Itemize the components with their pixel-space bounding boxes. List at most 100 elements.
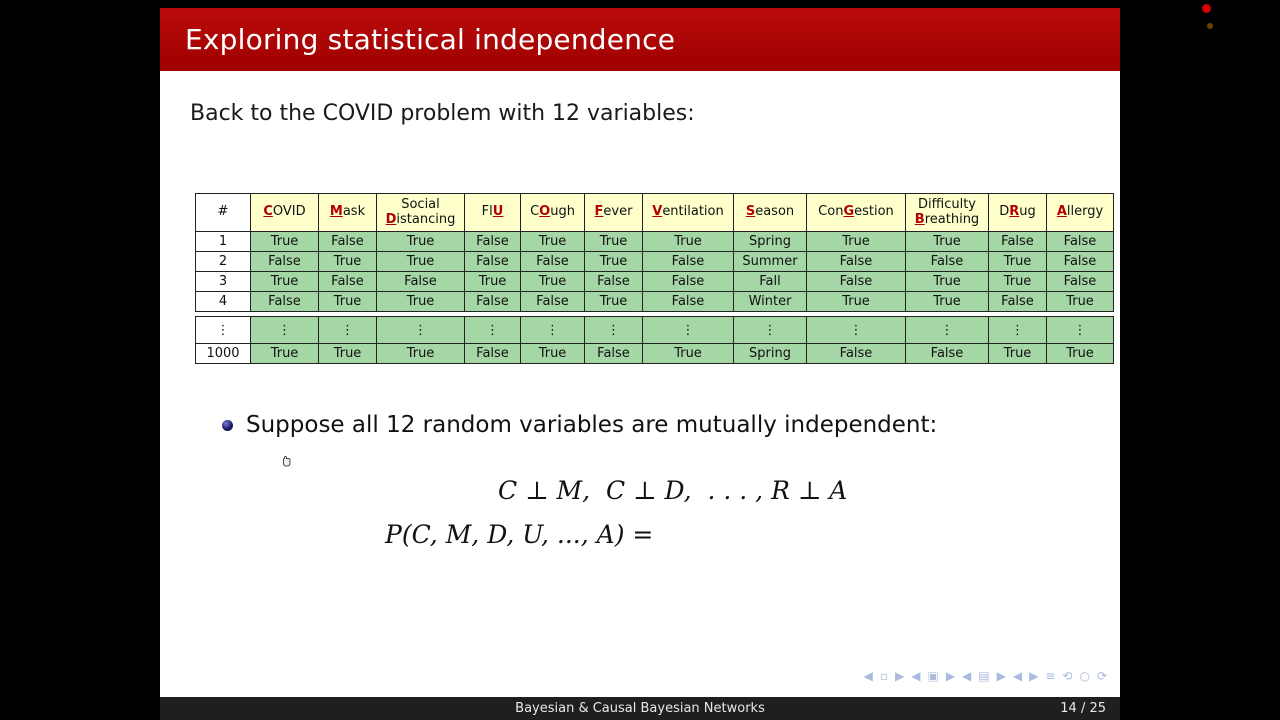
table-cell: Summer [733,251,807,272]
nav-symbol-icon[interactable]: ○ [1079,669,1090,683]
table-cell: True [642,231,734,252]
table-cell: True [1046,343,1114,364]
table-cell: True [520,231,585,252]
column-header: Social Distancing [376,193,465,232]
table-cell: False [1046,251,1114,272]
table-cell: Fall [733,271,807,292]
row-label: 4 [195,291,251,312]
recording-dot-red [1202,4,1211,13]
corner-header: # [195,193,251,232]
table-cell: ⋮ [1046,316,1114,344]
table-cell: False [464,251,521,272]
table-cell: False [376,271,465,292]
footer-bar: Bayesian & Causal Bayesian Networks 14 /… [160,697,1120,720]
table-cell: False [988,231,1047,252]
table-cell: Spring [733,343,807,364]
navigation-symbols: ◀ ▫ ▶ ◀ ▣ ▶ ◀ ▤ ▶ ◀ ▶ ≡ ⟲ ○ ⟳ [864,670,1107,682]
table-row: 1 True False True False True True True Spring Tru… [195,231,1114,252]
table-cell: False [806,251,906,272]
table-cell: True [905,271,989,292]
nav-symbol-icon[interactable]: ◀ [1012,669,1023,683]
table-cell: True [318,343,377,364]
table-cell: False [250,291,319,312]
table-cell: False [642,271,734,292]
table-cell: ⋮ [905,316,989,344]
table-cell: False [464,291,521,312]
bullet-text: Suppose all 12 random variables are mutu… [246,412,938,438]
table-cell: ⋮ [733,316,807,344]
table-cell: False [318,231,377,252]
table-cell: True [584,251,643,272]
table-cell: True [250,231,319,252]
table-cell: False [520,251,585,272]
row-label: ⋮ [195,316,251,344]
column-header: COugh [520,193,585,232]
column-header: ConGestion [806,193,906,232]
nav-symbol-icon[interactable]: ⟲ [1062,669,1073,683]
table-cell: True [584,291,643,312]
nav-symbol-icon[interactable]: ◀ [911,669,921,683]
table-cell: True [642,343,734,364]
table-cell: True [376,231,465,252]
table-cell: False [1046,231,1114,252]
column-header: DRug [988,193,1047,232]
table-cell: False [250,251,319,272]
recording-dot-amber [1207,23,1213,29]
slide: Exploring statistical independence Back … [160,8,1120,720]
nav-symbol-icon[interactable]: ▣ [927,669,939,683]
table-cell: False [905,343,989,364]
nav-symbol-icon[interactable]: ▤ [978,669,990,683]
table-cell: True [806,231,906,252]
nav-symbol-icon[interactable]: ▶ [895,669,905,683]
column-header: Ventilation [642,193,734,232]
table-cell: True [905,231,989,252]
nav-symbol-icon[interactable]: ◀ [962,669,972,683]
nav-symbol-icon[interactable]: ⟳ [1096,669,1107,683]
probability-equation: P(C, M, D, U, ..., A) = [385,520,654,549]
intro-text: Back to the COVID problem with 12 variab… [190,101,695,126]
covid-data-table: # COVID Mask Social Distancing FlU COugh Fever V… [195,193,1114,312]
nav-symbol-icon[interactable]: ▫ [879,669,888,683]
table-cell: ⋮ [806,316,906,344]
table-cell: False [520,291,585,312]
nav-symbol-icon[interactable]: ◀ [863,669,873,683]
table-cell: False [464,231,521,252]
table-cell: True [250,343,319,364]
nav-symbol-icon[interactable]: ≡ [1045,669,1056,683]
table-cell: ⋮ [464,316,521,344]
page-number: 14 / 25 [1060,701,1106,716]
table-cell: True [520,271,585,292]
bullet-icon [222,419,233,431]
table-cell: False [988,291,1047,312]
nav-symbol-icon[interactable]: ▶ [1029,669,1039,683]
table-cell: True [520,343,585,364]
table-cell: True [905,291,989,312]
row-label: 1000 [195,343,251,364]
table-cell: False [584,343,643,364]
table-cell: Winter [733,291,807,312]
column-header: FlU [464,193,521,232]
bullet-item: Suppose all 12 random variables are mutu… [222,412,937,438]
table-cell: False [642,291,734,312]
table-row: 2 False True True False False True False Summer F… [195,251,1114,272]
table-cell: ⋮ [988,316,1047,344]
table-cell: ⋮ [250,316,319,344]
table-row: 4 False True True False False True False Winter T… [195,291,1114,312]
table-cell: True [376,343,465,364]
table-cell: True [250,271,319,292]
table-cell: True [376,291,465,312]
table-cell: ⋮ [642,316,734,344]
slide-title-bar: Exploring statistical independence [160,8,1120,71]
nav-symbol-icon[interactable]: ▶ [996,669,1006,683]
covid-data-table-wrap: # COVID Mask Social Distancing FlU COugh Fever V… [195,193,1114,364]
table-cell: True [318,291,377,312]
table-row: ⋮ ⋮ ⋮ ⋮ ⋮ ⋮ ⋮ ⋮ ⋮ ⋮ ⋮ ⋮ ⋮ [195,316,1114,344]
column-header: Fever [584,193,643,232]
table-cell: False [806,343,906,364]
column-header: COVID [250,193,319,232]
table-cell: ⋮ [520,316,585,344]
table-row: 1000 True True True False True False True Spring… [195,343,1114,364]
table-cell: True [318,251,377,272]
table-cell: False [905,251,989,272]
nav-symbol-icon[interactable]: ▶ [945,669,956,683]
